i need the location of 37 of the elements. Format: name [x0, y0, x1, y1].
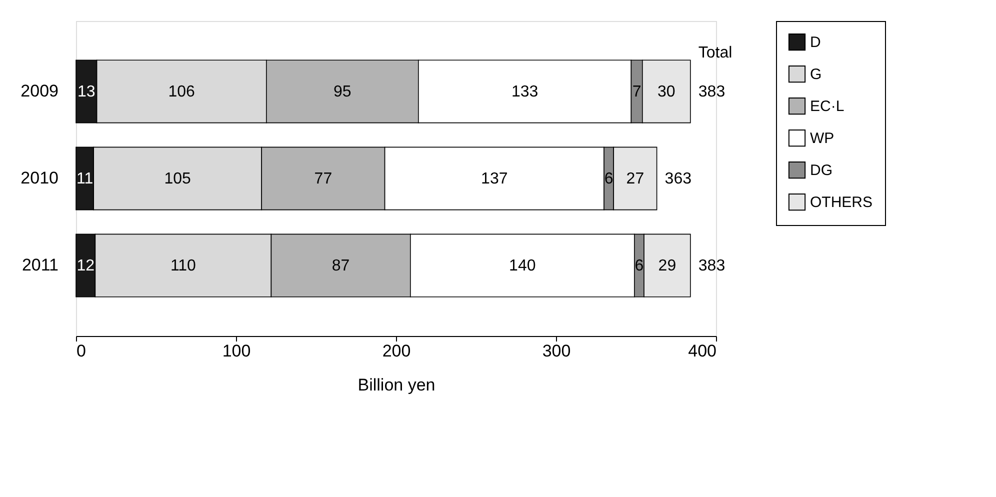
- data-label: 106: [168, 83, 196, 100]
- legend-label: DG: [810, 162, 832, 179]
- data-label: 137: [481, 170, 508, 188]
- data-label: 12: [76, 258, 95, 275]
- y-tick-label: 2011: [22, 256, 58, 275]
- annotation: Total: [698, 44, 732, 62]
- legend-label: OTHERS: [810, 194, 873, 211]
- x-tick-label: 0: [76, 342, 86, 360]
- data-label: 87: [332, 258, 350, 275]
- data-label: 133: [511, 83, 538, 100]
- legend-label: WP: [810, 130, 834, 147]
- data-label: 140: [509, 258, 536, 275]
- data-label: 105: [164, 170, 192, 188]
- data-label: 27: [626, 170, 644, 188]
- data-label: 6: [604, 170, 614, 188]
- x-tick-label: 200: [382, 342, 411, 360]
- data-label: 110: [170, 258, 196, 275]
- data-label: 7: [632, 83, 642, 100]
- legend-label: EC·L: [810, 98, 844, 115]
- legend-label: G: [810, 66, 822, 83]
- data-label: 11: [76, 170, 94, 188]
- y-tick-label: 2009: [20, 81, 58, 100]
- x-axis-title: Billion yen: [358, 376, 436, 394]
- data-label: 77: [314, 170, 332, 188]
- total-label: 383: [698, 83, 726, 100]
- data-label: 95: [334, 83, 352, 100]
- x-tick-label: 400: [688, 342, 716, 360]
- total-label: 363: [664, 170, 692, 188]
- x-tick-label: 100: [222, 342, 251, 360]
- total-label: 383: [698, 258, 726, 275]
- data-label: 13: [78, 83, 96, 100]
- y-tick-label: 2010: [20, 168, 58, 188]
- data-label: 6: [634, 258, 644, 275]
- data-label: 29: [658, 258, 676, 275]
- data-label: 30: [658, 83, 676, 100]
- legend-label: D: [810, 34, 821, 51]
- x-tick-label: 300: [542, 342, 571, 360]
